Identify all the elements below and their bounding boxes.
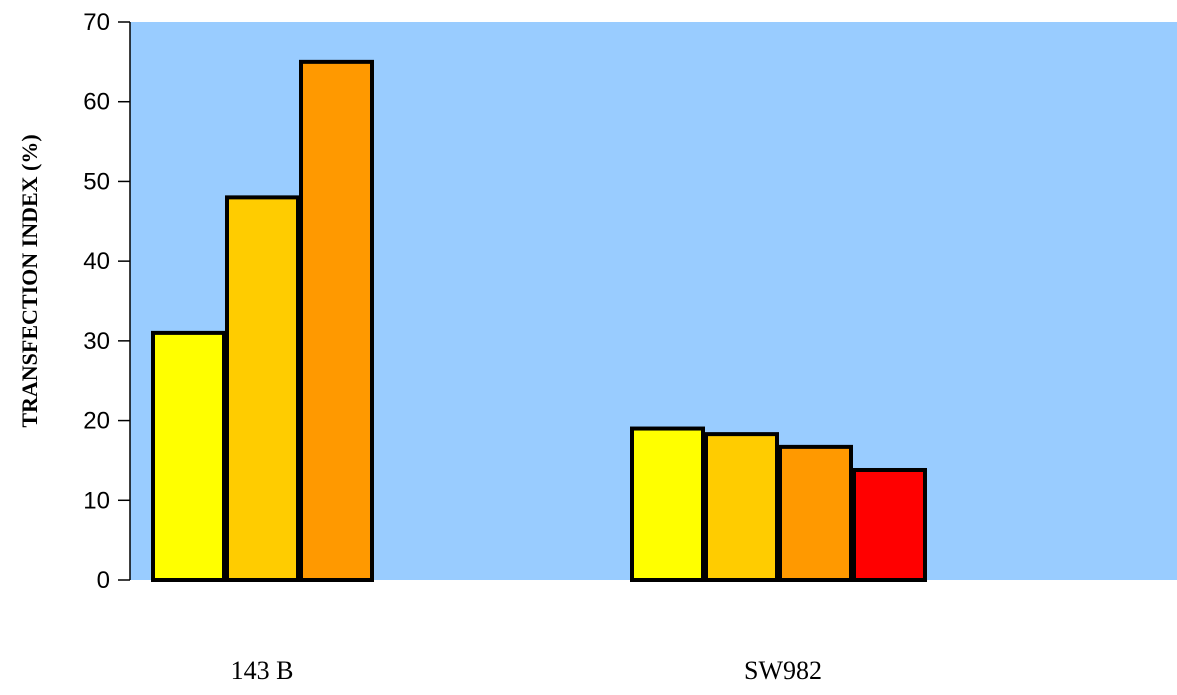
y-tick-label: 50 bbox=[83, 168, 110, 195]
bar bbox=[225, 195, 300, 582]
bar bbox=[630, 426, 705, 582]
x-category-label: SW982 bbox=[744, 656, 822, 685]
y-axis-title: TRANSFECTION INDEX (%) bbox=[17, 134, 42, 427]
bar bbox=[704, 432, 779, 582]
bar bbox=[778, 444, 853, 582]
y-tick-label: 40 bbox=[83, 248, 110, 275]
bar bbox=[151, 330, 226, 582]
y-tick-label: 20 bbox=[83, 408, 110, 435]
bars-group bbox=[151, 59, 927, 583]
bar bbox=[299, 59, 374, 583]
y-tick-label: 10 bbox=[83, 487, 110, 514]
y-tick-label: 0 bbox=[97, 567, 110, 594]
y-tick-label: 30 bbox=[83, 328, 110, 355]
x-labels-group: 143 B SW982 bbox=[231, 656, 822, 685]
x-category-label: 143 B bbox=[231, 656, 294, 685]
bar bbox=[852, 467, 927, 583]
y-ticks-group: 0 10 20 30 40 50 60 70 bbox=[83, 9, 130, 594]
y-tick-label: 70 bbox=[83, 9, 110, 36]
y-tick-label: 60 bbox=[83, 89, 110, 116]
